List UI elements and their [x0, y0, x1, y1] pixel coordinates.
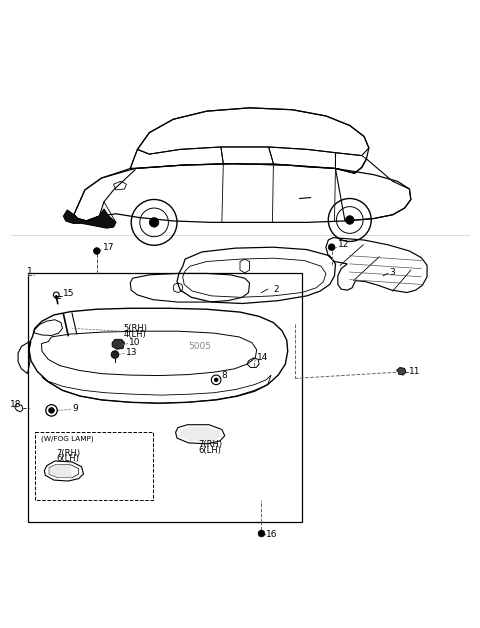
Circle shape	[328, 244, 335, 251]
Text: 17: 17	[103, 242, 114, 252]
Text: 2: 2	[274, 284, 279, 294]
Text: 12: 12	[338, 241, 349, 249]
Circle shape	[111, 351, 119, 359]
Text: 18: 18	[10, 400, 22, 409]
Polygon shape	[63, 209, 116, 228]
Text: 6(LH): 6(LH)	[56, 453, 79, 463]
Circle shape	[48, 408, 54, 413]
Bar	[28, 273, 302, 522]
Circle shape	[346, 215, 354, 224]
Text: 5(RH): 5(RH)	[123, 324, 147, 333]
Circle shape	[149, 217, 159, 227]
Polygon shape	[179, 426, 220, 442]
Polygon shape	[49, 464, 72, 478]
Text: (W/FOG LAMP): (W/FOG LAMP)	[40, 436, 93, 442]
Text: 8: 8	[222, 371, 228, 379]
Text: 13: 13	[125, 348, 137, 357]
Text: 16: 16	[266, 530, 278, 539]
Text: 15: 15	[62, 290, 74, 298]
Bar	[35, 432, 153, 500]
Polygon shape	[396, 367, 406, 375]
Circle shape	[94, 247, 100, 254]
Text: 9: 9	[72, 404, 78, 413]
Text: 14: 14	[257, 354, 268, 362]
Text: 7(RH): 7(RH)	[56, 449, 80, 458]
Text: 11: 11	[409, 367, 421, 376]
Polygon shape	[112, 339, 124, 349]
Text: 5005: 5005	[189, 342, 212, 351]
Text: 7(RH): 7(RH)	[198, 440, 222, 449]
Text: 4(LH): 4(LH)	[123, 330, 146, 338]
Circle shape	[258, 530, 265, 537]
Text: 10: 10	[129, 338, 141, 347]
Text: 1: 1	[27, 266, 33, 276]
Text: 3: 3	[389, 268, 395, 276]
Circle shape	[214, 378, 218, 382]
Text: 6(LH): 6(LH)	[198, 445, 221, 455]
